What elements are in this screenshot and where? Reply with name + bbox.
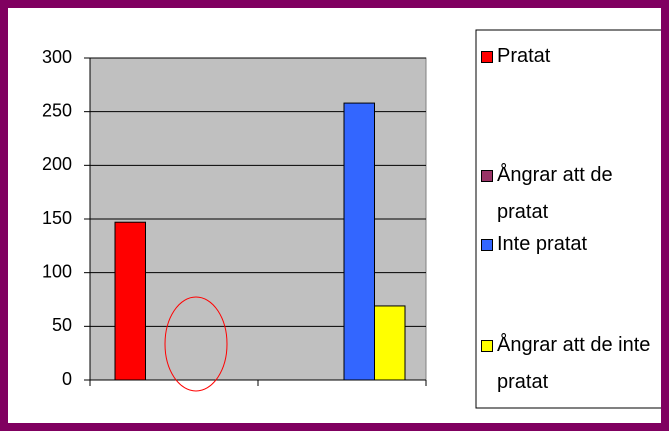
legend-entry: Ångrar att de inte pratat [481, 327, 661, 401]
legend-swatch [481, 170, 493, 182]
highlight-circle [164, 296, 228, 392]
legend-swatch [481, 239, 493, 251]
bar [114, 221, 146, 381]
legend-entry: Pratat [481, 38, 661, 75]
y-tick-label: 100 [42, 261, 72, 281]
legend-swatch [481, 340, 493, 352]
legend-entry: Ångrar att de pratat [481, 157, 661, 231]
y-tick-label: 300 [42, 47, 72, 67]
legend-swatch [481, 51, 493, 63]
legend-box [475, 29, 669, 409]
y-tick-label: 200 [42, 154, 72, 174]
y-tick-label: 250 [42, 100, 72, 120]
legend-entry: Inte pratat [481, 226, 661, 263]
legend-label: Ångrar att de inte pratat [497, 334, 651, 393]
y-tick-label: 50 [52, 315, 72, 335]
y-tick-label: 150 [42, 208, 72, 228]
legend-label: Ångrar att de pratat [497, 164, 613, 223]
legend-label: Pratat [497, 45, 551, 67]
y-tick-label: 0 [62, 369, 72, 389]
bar [343, 102, 375, 381]
bar [374, 305, 406, 381]
legend-label: Inte pratat [497, 233, 588, 255]
